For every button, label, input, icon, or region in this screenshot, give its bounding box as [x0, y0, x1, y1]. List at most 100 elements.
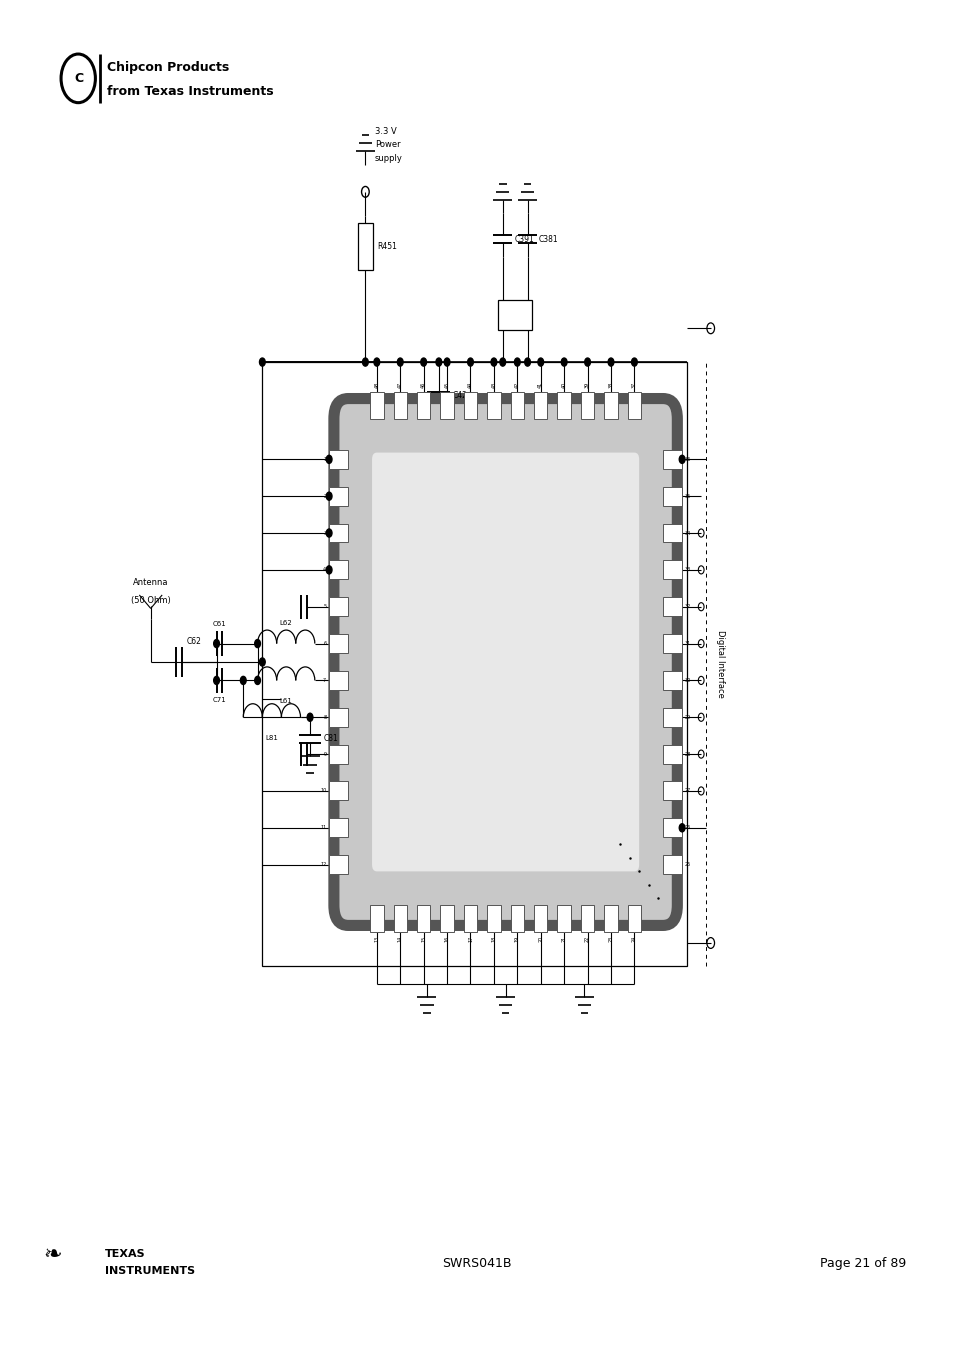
Text: 41: 41	[537, 381, 542, 388]
Text: 34: 34	[684, 531, 691, 535]
Text: C71: C71	[213, 697, 226, 703]
Bar	[662, 597, 681, 616]
Circle shape	[436, 358, 441, 366]
Text: 12: 12	[319, 862, 326, 867]
Text: C42: C42	[452, 392, 467, 400]
Bar	[603, 905, 617, 932]
Bar	[329, 486, 348, 505]
Bar	[510, 392, 523, 419]
Text: 25: 25	[684, 862, 691, 867]
Circle shape	[307, 713, 313, 721]
Text: 35: 35	[684, 493, 691, 499]
Bar	[329, 524, 348, 543]
Text: 26: 26	[684, 825, 691, 831]
Text: 38: 38	[608, 381, 613, 388]
Bar	[662, 486, 681, 505]
Bar	[329, 744, 348, 763]
Circle shape	[560, 358, 566, 366]
Text: 32: 32	[684, 604, 691, 609]
Circle shape	[213, 677, 219, 685]
Text: 21: 21	[561, 936, 566, 943]
Text: 37: 37	[631, 381, 637, 388]
Text: L81: L81	[265, 735, 278, 740]
Text: 1: 1	[323, 457, 326, 462]
Text: 33: 33	[684, 567, 691, 573]
Bar	[557, 392, 570, 419]
Bar	[662, 634, 681, 653]
Bar	[662, 450, 681, 469]
Text: C391: C391	[514, 235, 534, 243]
Circle shape	[631, 358, 637, 366]
Text: R451: R451	[376, 242, 396, 251]
Circle shape	[326, 455, 332, 463]
Text: 42: 42	[515, 381, 519, 388]
Text: XTAL: XTAL	[506, 312, 523, 317]
Text: Page 21 of 89: Page 21 of 89	[820, 1256, 905, 1270]
Circle shape	[326, 530, 332, 538]
Text: 7: 7	[323, 678, 326, 682]
Bar	[580, 392, 594, 419]
Text: 48: 48	[374, 381, 379, 388]
Bar	[497, 300, 532, 330]
Bar	[627, 905, 640, 932]
Text: C: C	[74, 72, 84, 85]
Text: (50 Ohm): (50 Ohm)	[131, 596, 171, 605]
Text: 36: 36	[684, 457, 691, 462]
Text: 31: 31	[684, 642, 691, 646]
Text: Antenna: Antenna	[132, 578, 169, 588]
Bar	[329, 597, 348, 616]
Bar	[357, 223, 373, 270]
Text: 27: 27	[684, 789, 691, 793]
Text: C61: C61	[213, 621, 226, 627]
Circle shape	[467, 358, 473, 366]
Text: 17: 17	[468, 936, 473, 943]
Text: 40: 40	[561, 381, 566, 388]
Text: 20: 20	[537, 936, 542, 943]
Circle shape	[254, 639, 260, 647]
Text: 45: 45	[444, 381, 449, 388]
Text: 44: 44	[468, 381, 473, 388]
Text: C62: C62	[187, 636, 202, 646]
Text: C381: C381	[538, 235, 558, 243]
Bar	[662, 524, 681, 543]
Text: 46: 46	[420, 381, 426, 388]
Text: C81: C81	[323, 735, 337, 743]
Text: L62: L62	[279, 620, 293, 626]
Bar	[662, 819, 681, 838]
Text: Chipcon Products: Chipcon Products	[107, 61, 229, 74]
Circle shape	[584, 358, 590, 366]
Bar	[262, 362, 686, 966]
Circle shape	[362, 358, 368, 366]
Bar	[329, 634, 348, 653]
Text: 16: 16	[444, 936, 449, 943]
Circle shape	[326, 492, 332, 500]
Text: 39: 39	[584, 381, 590, 388]
Bar	[329, 671, 348, 690]
Text: TEXAS: TEXAS	[105, 1248, 146, 1259]
Bar	[329, 819, 348, 838]
Text: INSTRUMENTS: INSTRUMENTS	[105, 1266, 194, 1277]
Circle shape	[326, 566, 332, 574]
Text: 6: 6	[323, 642, 326, 646]
Bar	[440, 392, 454, 419]
Text: 3: 3	[323, 531, 326, 535]
Bar	[329, 450, 348, 469]
Bar	[329, 561, 348, 580]
Bar	[416, 392, 430, 419]
Circle shape	[259, 358, 265, 366]
Circle shape	[397, 358, 403, 366]
Text: 9: 9	[323, 751, 326, 757]
Text: 18: 18	[491, 936, 496, 943]
Text: 19: 19	[515, 936, 519, 943]
Bar	[662, 561, 681, 580]
Bar	[329, 855, 348, 874]
Bar	[534, 392, 547, 419]
Text: 14: 14	[397, 936, 402, 943]
Circle shape	[254, 677, 260, 685]
Bar	[534, 905, 547, 932]
Bar	[329, 708, 348, 727]
Circle shape	[213, 639, 219, 647]
Bar	[416, 905, 430, 932]
Text: 24: 24	[631, 936, 637, 943]
Circle shape	[420, 358, 426, 366]
